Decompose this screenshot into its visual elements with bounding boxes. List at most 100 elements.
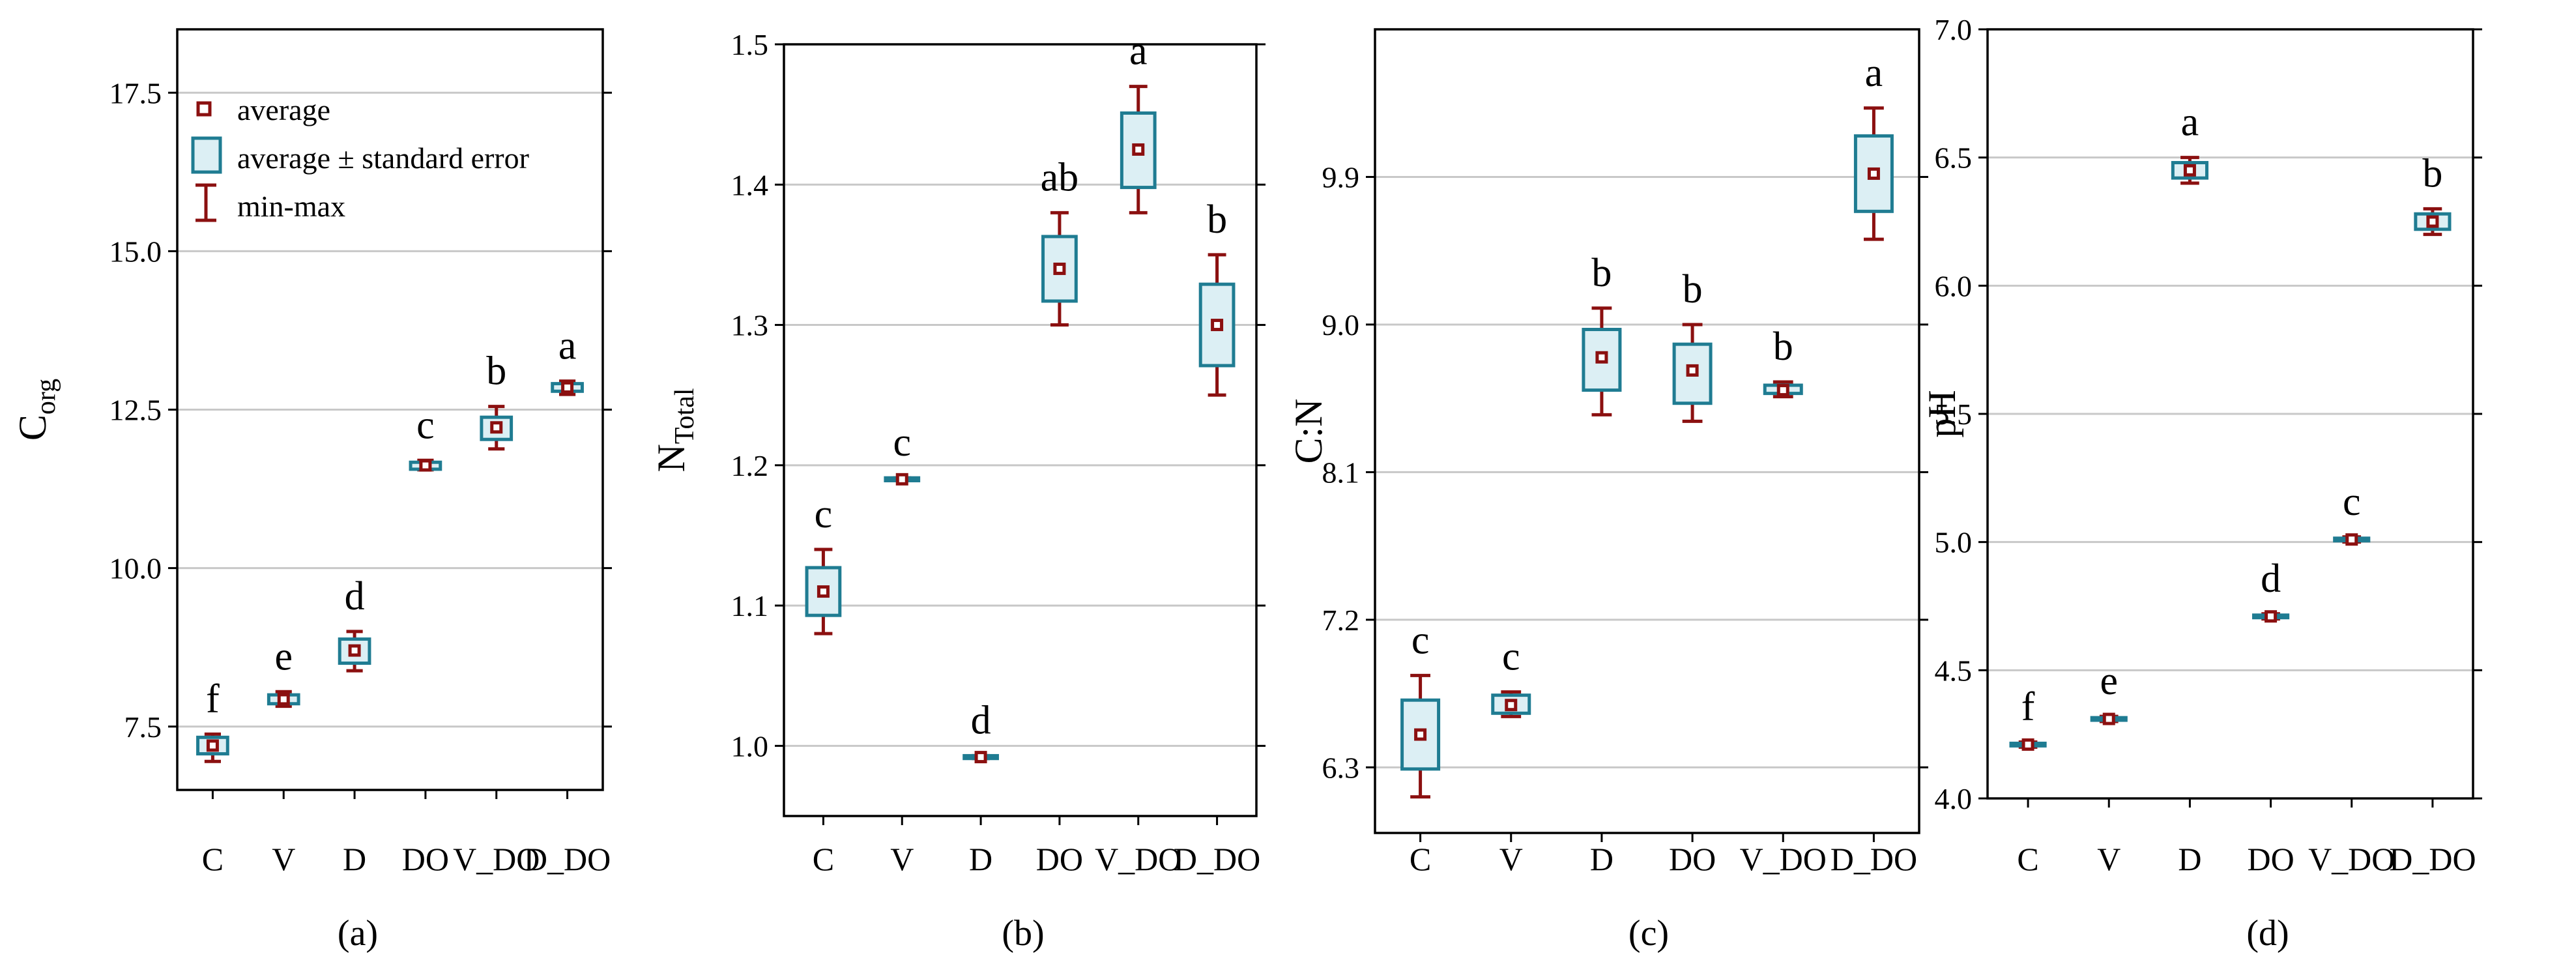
significance-letter: c	[1411, 618, 1430, 662]
significance-letter: d	[971, 698, 991, 742]
x-category-label: D	[1590, 841, 1614, 877]
box-DO: b	[1672, 267, 1713, 423]
x-category-label: D	[969, 841, 992, 877]
box-DO: ab	[1041, 155, 1079, 327]
y-tick-label: 1.2	[731, 449, 769, 482]
x-category-label: C	[1410, 841, 1431, 877]
significance-letter: c	[815, 492, 833, 536]
mean-marker	[1132, 143, 1145, 156]
y-axis-label-subscript: org	[31, 379, 61, 415]
panel-label: (b)	[1002, 913, 1044, 954]
y-axis-label-subscript: Total	[670, 388, 700, 444]
significance-letter: ab	[1041, 155, 1079, 199]
x-category-label: C	[2017, 841, 2038, 877]
x-category-label: D_DO	[1174, 841, 1260, 877]
mean-marker	[1686, 364, 1699, 377]
box-C: f	[2009, 684, 2047, 751]
box-C: f	[196, 677, 229, 763]
panel-label: (d)	[2246, 913, 2289, 954]
panel-label: (c)	[1628, 913, 1669, 954]
legend-minmax-label: min-max	[237, 190, 345, 223]
box-C: c	[805, 492, 842, 635]
mean-marker	[561, 381, 574, 394]
significance-letter: d	[2261, 557, 2281, 601]
significance-letter: f	[2021, 684, 2035, 729]
y-tick-label: 7.5	[124, 710, 162, 744]
legend-average-marker	[196, 101, 212, 117]
x-category-label: D_DO	[2389, 841, 2476, 877]
y-tick-label: 9.0	[1322, 308, 1360, 342]
x-category-label: V	[2097, 841, 2120, 877]
significance-letter: e	[274, 634, 293, 678]
x-category-label: V	[272, 841, 295, 877]
x-category-label: V_DO	[2308, 841, 2395, 877]
x-category-label: D	[2178, 841, 2201, 877]
box-C: c	[1400, 618, 1441, 799]
mean-marker	[817, 585, 830, 598]
significance-letter: c	[416, 403, 435, 447]
significance-letter: c	[1502, 635, 1520, 679]
y-axis-label-main: C:N	[1287, 398, 1330, 463]
box-V: c	[1491, 635, 1531, 718]
x-category-label: D	[343, 841, 366, 877]
panel-a: 7.5 10.0 12.5 15.0 17.5 Corg f Ce Vd Dc DO b V_DO a D_…	[11, 28, 612, 954]
x-category-label: D_DO	[524, 841, 611, 877]
y-tick-label: 15.0	[109, 235, 162, 268]
x-category-label: DO	[1036, 841, 1083, 877]
x-category-label: DO	[402, 841, 449, 877]
box-D_DO: a	[1853, 51, 1894, 241]
y-tick-label: 1.0	[731, 729, 769, 763]
significance-letter: b	[1591, 251, 1612, 295]
y-axis-label-main: N	[650, 444, 693, 472]
mean-marker	[1053, 262, 1066, 275]
box-DO: d	[2252, 557, 2290, 623]
significance-letter: a	[1865, 51, 1883, 95]
panel-c: 6.3 7.2 8.1 9.0 9.9 C:N c Cc Vb Db DO b V_DO a D_DO (c)	[1287, 28, 1928, 954]
legend-se-box	[191, 136, 222, 174]
mean-marker	[2265, 610, 2278, 623]
y-axis-label: C:N	[1287, 398, 1330, 463]
mean-marker	[419, 459, 432, 472]
mean-marker	[490, 421, 503, 434]
se-box	[1400, 698, 1441, 771]
box-D_DO: b	[1198, 197, 1236, 397]
se-box	[1582, 327, 1622, 392]
plot-frame	[783, 43, 1258, 817]
mean-marker	[2426, 215, 2439, 228]
significance-letter: b	[1683, 267, 1703, 312]
mean-marker	[2345, 533, 2358, 546]
significance-letter: b	[1207, 197, 1227, 242]
mean-marker	[1867, 167, 1880, 180]
panel-b: 1.0 1.1 1.2 1.3 1.4 1.5 NTotal c Cc Vd Dab DO a V_DO b…	[650, 28, 1266, 954]
significance-letter: e	[2100, 659, 2118, 703]
significance-letter: b	[1773, 325, 1793, 369]
significance-letter: c	[893, 420, 911, 465]
y-axis-label: pH	[1920, 390, 1963, 437]
y-tick-label: 7.2	[1322, 604, 1360, 637]
se-box	[480, 415, 514, 441]
box-DO: c	[409, 403, 442, 472]
x-category-label: V_DO	[453, 841, 540, 877]
mean-marker	[2102, 712, 2115, 725]
box-D: b	[1582, 251, 1622, 416]
mean-marker	[2021, 738, 2034, 751]
mean-marker	[1595, 351, 1608, 364]
y-tick-label: 9.9	[1322, 160, 1360, 194]
y-tick-label: 10.0	[109, 552, 162, 585]
panel-d: 4.0 4.5 5.0 5.5 6.0 6.5 7.0 pH f Ce Va Dd DO c V_DO b D_…	[1920, 13, 2482, 954]
plot-frame	[176, 28, 604, 791]
mean-marker	[974, 751, 987, 764]
significance-letter: a	[1129, 29, 1148, 74]
box-V: c	[884, 420, 921, 486]
box-D: d	[962, 698, 999, 764]
box-D_DO: a	[551, 324, 584, 396]
plot-frame	[1986, 28, 2474, 800]
legend: average average ± standard error min-max	[191, 93, 529, 223]
y-tick-label: 17.5	[109, 76, 162, 109]
significance-letter: d	[345, 574, 365, 619]
box-V: e	[267, 634, 300, 708]
x-category-label: DO	[1669, 841, 1716, 877]
legend-average-label: average	[237, 93, 330, 126]
mean-marker	[1505, 699, 1518, 712]
